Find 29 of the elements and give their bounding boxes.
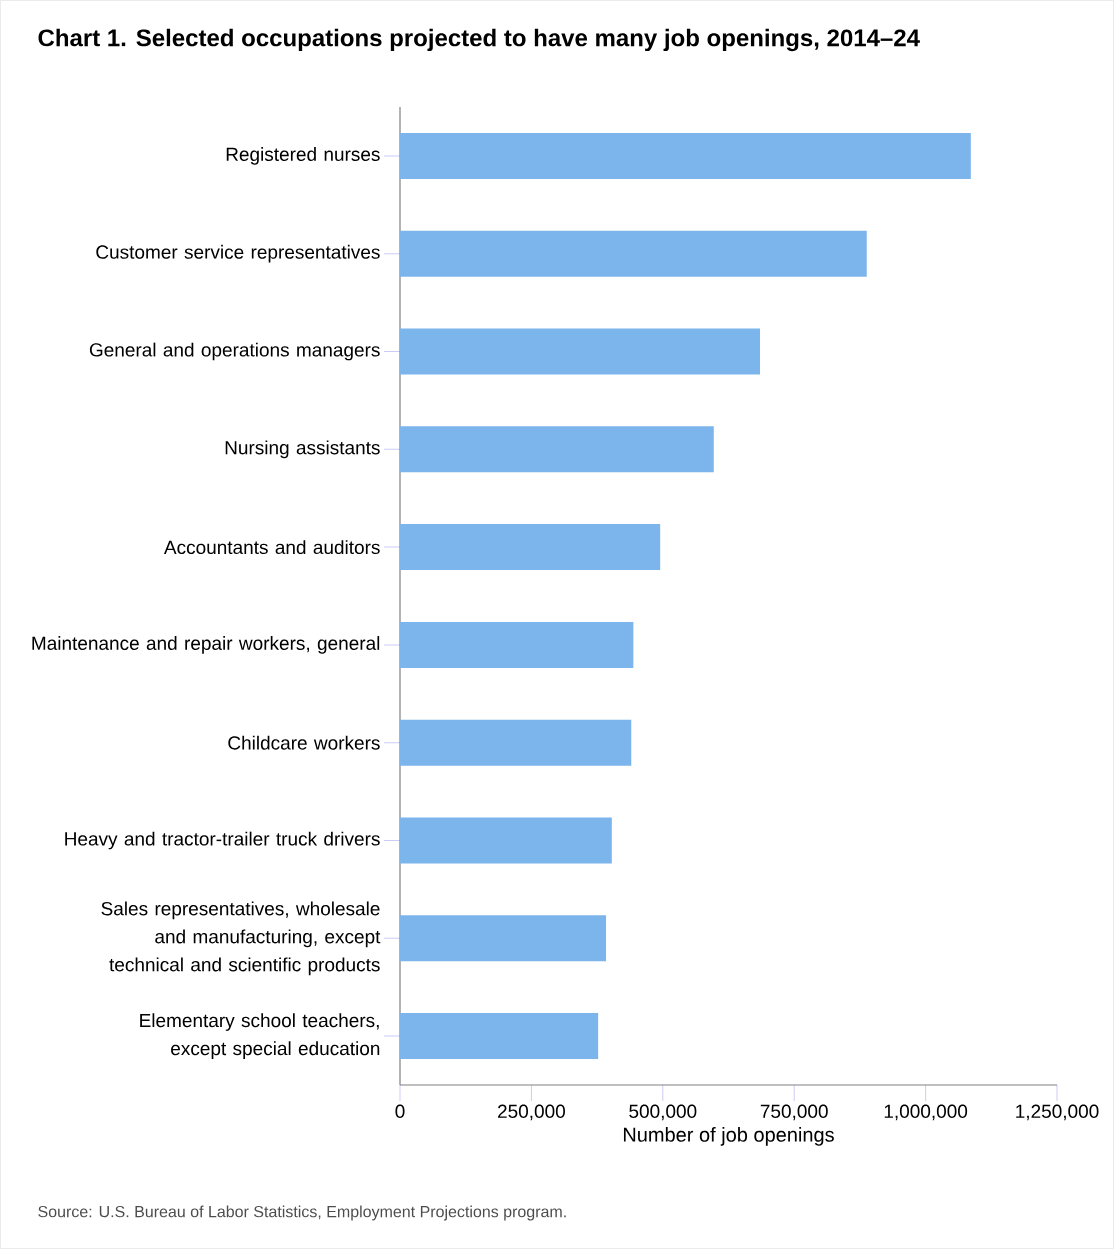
y-tick-label: Registered nurses — [226, 147, 380, 165]
bar — [400, 915, 607, 962]
bar — [400, 621, 634, 668]
x-tick-label: 1,250,000 — [1016, 1104, 1099, 1121]
x-tick-label: 1,000,000 — [884, 1104, 968, 1121]
bar — [400, 719, 632, 766]
y-tick-label: Sales representatives, wholesale and manufacturing, except technical and scientific products — [101, 901, 381, 976]
bar — [400, 1013, 599, 1060]
x-axis-title: Number of job openings — [623, 1127, 834, 1146]
bar — [400, 524, 661, 571]
bar — [400, 328, 761, 375]
y-tick-label: Nursing assistants — [225, 440, 380, 459]
y-tick-label: Accountants and auditors — [163, 540, 380, 555]
x-tick-label: 500,000 — [629, 1104, 697, 1121]
x-tick-label: 750,000 — [760, 1104, 828, 1121]
y-tick-label: Customer service representatives — [96, 244, 380, 263]
bar — [400, 230, 867, 277]
chart-title: Chart 1. Selected occupations projected to have many job openings, 2014–24 — [38, 28, 920, 52]
bar — [400, 132, 971, 179]
y-tick-label: General and operations managers — [89, 342, 380, 361]
y-tick-label: Elementary school teachers, except special education — [140, 1013, 380, 1059]
x-tick-label: 250,000 — [498, 1104, 565, 1121]
bar — [400, 426, 714, 473]
source-note: Source: U.S. Bureau of Labor Statistics, Employment Projections program. — [38, 1205, 566, 1221]
y-tick-label: Maintenance and repair workers, general — [32, 636, 380, 654]
bar — [400, 817, 612, 864]
x-tick-label: 0 — [395, 1104, 405, 1118]
y-tick-label: Heavy and tractor-trailer truck drivers — [65, 831, 380, 850]
y-tick-label: Childcare workers — [228, 735, 380, 750]
